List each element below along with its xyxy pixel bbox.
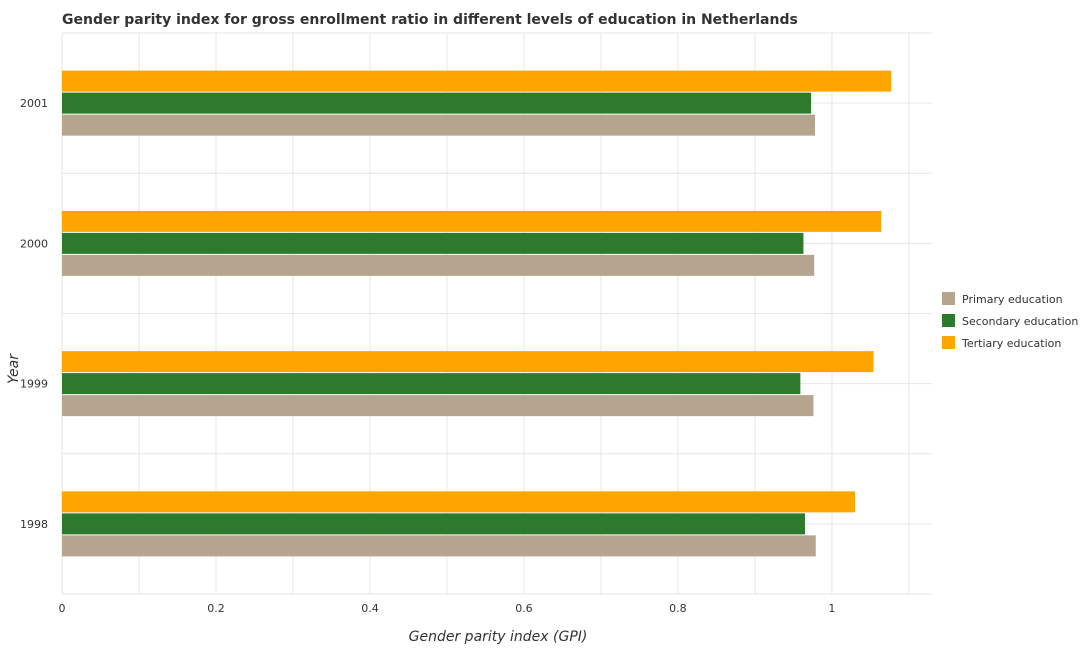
legend-label: Tertiary education	[961, 337, 1061, 350]
legend-swatch-secondary-education	[942, 314, 955, 327]
bar-primary-education-2000	[62, 254, 815, 276]
x-tick-label: 0.6	[515, 602, 533, 615]
bar-secondary-education-2001	[62, 92, 812, 114]
x-tick-label: 0.2	[207, 602, 225, 615]
x-tick-label: 0.8	[669, 602, 687, 615]
y-tick-label: 1998	[20, 518, 48, 531]
x-axis-label: Gender parity index (GPI)	[409, 629, 588, 645]
bar-primary-education-2001	[62, 114, 815, 136]
bar-tertiary-education-2000	[62, 210, 882, 232]
bar-secondary-education-1998	[62, 513, 805, 535]
y-tick-labels: 1998 1999 2000 2001	[20, 97, 48, 531]
legend-swatch-tertiary-education	[942, 336, 955, 349]
bar-tertiary-education-1999	[62, 351, 874, 373]
y-tick-label: 2001	[20, 97, 48, 110]
bar-primary-education-1999	[62, 395, 814, 417]
x-tick-label: 0	[59, 602, 66, 615]
y-axis-label: Year	[6, 353, 22, 384]
legend-swatch-primary-education	[942, 292, 955, 305]
legend-label: Secondary education	[962, 315, 1078, 328]
bar-tertiary-education-2001	[62, 70, 892, 92]
y-tick-label: 2000	[20, 237, 48, 250]
bar-secondary-education-1999	[62, 373, 801, 395]
x-tick-label: 1	[828, 602, 835, 615]
chart-title: Gender parity index for gross enrollment…	[62, 12, 798, 28]
x-tick-labels: 0 0.2 0.4 0.6 0.8 1	[59, 602, 836, 615]
bars	[62, 70, 892, 557]
bar-tertiary-education-1998	[62, 491, 856, 513]
y-tick-label: 1999	[20, 378, 48, 391]
x-tick-label: 0.4	[361, 602, 379, 615]
legend-label: Primary education	[962, 293, 1063, 306]
bar-primary-education-1998	[62, 535, 816, 557]
bar-secondary-education-2000	[62, 232, 804, 254]
legend: Primary education Secondary education Tert…	[942, 292, 1078, 350]
